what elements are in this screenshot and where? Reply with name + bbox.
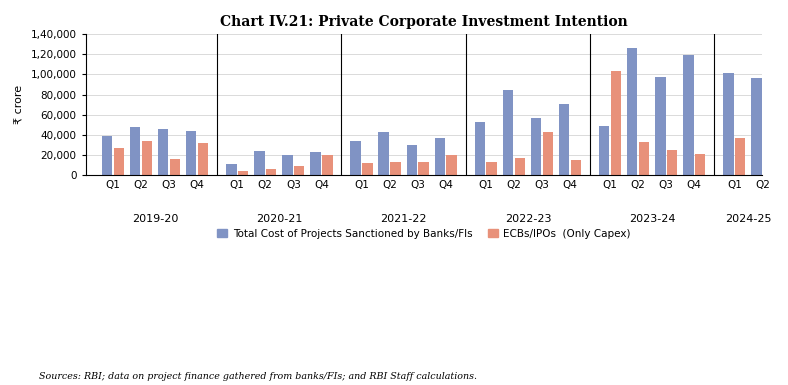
Bar: [655, 77, 666, 175]
Bar: [102, 136, 113, 175]
Bar: [503, 90, 513, 175]
Bar: [751, 79, 762, 175]
Bar: [238, 171, 248, 175]
Text: 2019-20: 2019-20: [132, 214, 178, 224]
Bar: [723, 73, 734, 175]
Bar: [142, 141, 152, 175]
Bar: [226, 164, 236, 175]
Bar: [378, 132, 389, 175]
Text: 2021-22: 2021-22: [381, 214, 427, 224]
Bar: [683, 55, 693, 175]
Bar: [515, 158, 525, 175]
Bar: [362, 163, 373, 175]
Bar: [763, 149, 774, 175]
Bar: [627, 49, 637, 175]
Bar: [198, 143, 208, 175]
Bar: [667, 150, 677, 175]
Bar: [611, 72, 621, 175]
Title: Chart IV.21: Private Corporate Investment Intention: Chart IV.21: Private Corporate Investmen…: [220, 15, 628, 29]
Bar: [599, 126, 609, 175]
Bar: [407, 145, 417, 175]
Bar: [735, 138, 745, 175]
Bar: [571, 160, 581, 175]
Bar: [474, 122, 485, 175]
Bar: [390, 162, 400, 175]
Bar: [543, 132, 553, 175]
Bar: [255, 151, 265, 175]
Bar: [113, 148, 124, 175]
Bar: [531, 118, 541, 175]
Bar: [266, 169, 277, 175]
Bar: [695, 154, 705, 175]
Bar: [351, 141, 361, 175]
Bar: [158, 129, 169, 175]
Bar: [169, 159, 180, 175]
Text: 2023-24: 2023-24: [629, 214, 675, 224]
Bar: [639, 142, 649, 175]
Text: 2020-21: 2020-21: [256, 214, 303, 224]
Legend: Total Cost of Projects Sanctioned by Banks/FIs, ECBs/IPOs  (Only Capex): Total Cost of Projects Sanctioned by Ban…: [213, 224, 635, 243]
Bar: [322, 155, 333, 175]
Bar: [310, 152, 321, 175]
Bar: [186, 131, 196, 175]
Y-axis label: ₹ crore: ₹ crore: [15, 85, 25, 124]
Bar: [435, 138, 445, 175]
Bar: [418, 162, 429, 175]
Text: 2022-23: 2022-23: [504, 214, 551, 224]
Bar: [294, 166, 304, 175]
Text: Sources: RBI; data on project finance gathered from banks/FIs; and RBI Staff cal: Sources: RBI; data on project finance ga…: [39, 372, 478, 381]
Bar: [559, 104, 569, 175]
Bar: [446, 155, 457, 175]
Bar: [282, 155, 292, 175]
Bar: [130, 127, 140, 175]
Text: 2024-25: 2024-25: [725, 214, 771, 224]
Bar: [486, 162, 497, 175]
